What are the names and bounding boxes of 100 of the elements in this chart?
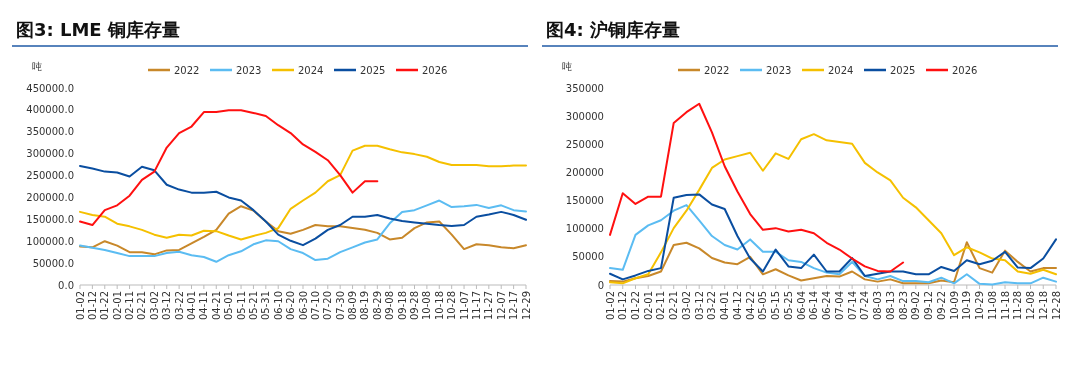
x-tick-label: 09-02	[910, 291, 922, 321]
line-series	[79, 164, 527, 247]
x-tick-label: 07-10	[309, 291, 321, 321]
x-tick-label: 03-02	[680, 291, 692, 321]
y-tick-label: 350000	[565, 82, 604, 94]
x-tick-label: 08-13	[884, 291, 896, 321]
y-tick-label: 50000	[572, 251, 604, 263]
line-series	[609, 204, 1057, 286]
x-tick-label: 05-31	[260, 291, 272, 321]
x-tick-label: 01-02	[74, 291, 86, 321]
y-tick-label: 250000.0	[26, 170, 74, 182]
x-tick-label: 08-23	[897, 291, 909, 321]
legend-label: 2024	[828, 64, 854, 76]
y-tick-label: 250000	[565, 138, 604, 150]
x-tick-label: 10-08	[421, 291, 433, 321]
y-axis-title: 吨	[32, 61, 42, 72]
x-tick-label: 01-12	[617, 291, 629, 321]
x-tick-label: 03-22	[173, 291, 185, 321]
x-tick-label: 04-01	[186, 291, 197, 321]
x-tick-label: 09-08	[384, 291, 396, 321]
x-tick-label: 05-01	[223, 291, 235, 321]
x-tick-label: 11-28	[1012, 291, 1024, 321]
y-tick-label: 0.0	[58, 279, 74, 291]
x-tick-label: 12-28	[1050, 291, 1062, 321]
x-tick-label: 09-22	[935, 291, 947, 321]
x-tick-label: 09-28	[409, 291, 420, 321]
legend-label: 2024	[298, 64, 324, 76]
x-tick-label: 09-12	[923, 291, 935, 321]
line-series	[79, 199, 527, 263]
y-tick-label: 300000	[565, 110, 604, 122]
y-tick-label: 200000	[565, 166, 604, 178]
x-tick-label: 02-21	[136, 291, 148, 321]
chart-title: 图4: 沪铜库存量	[546, 19, 680, 40]
line-series	[79, 144, 527, 241]
x-tick-label: 05-05	[757, 291, 769, 321]
x-tick-label: 01-12	[86, 291, 98, 321]
y-tick-label: 200000.0	[26, 191, 74, 203]
line-series	[79, 205, 527, 256]
x-tick-label: 06-20	[285, 291, 297, 321]
x-tick-label: 07-30	[334, 291, 346, 321]
y-tick-label: 100000.0	[26, 235, 74, 247]
x-tick-label: 02-21	[668, 291, 680, 321]
x-tick-label: 04-01	[719, 291, 731, 321]
x-tick-label: 05-15	[770, 291, 782, 321]
x-tick-label: 08-19	[359, 291, 371, 321]
y-tick-label: 0	[597, 279, 604, 291]
legend-label: 2022	[704, 64, 730, 76]
x-tick-label: 09-18	[396, 291, 408, 321]
x-tick-label: 12-07	[495, 291, 507, 321]
x-tick-label: 05-21	[247, 291, 259, 321]
chart-title: 图3: LME 铜库存量	[16, 19, 180, 40]
x-tick-label: 12-17	[508, 291, 520, 321]
x-tick-label: 10-19	[961, 291, 973, 321]
y-tick-label: 100000	[565, 223, 604, 235]
x-tick-label: 06-30	[297, 291, 309, 321]
x-tick-label: 01-22	[629, 291, 641, 321]
legend-label: 2025	[360, 64, 386, 76]
x-tick-label: 11-18	[999, 291, 1011, 321]
x-tick-label: 02-11	[124, 291, 136, 321]
x-tick-label: 04-11	[198, 291, 210, 321]
x-tick-label: 05-11	[235, 291, 247, 321]
x-tick-label: 04-12	[731, 291, 743, 321]
line-series	[609, 102, 905, 273]
legend-label: 2023	[766, 64, 792, 76]
y-tick-label: 150000.0	[26, 213, 74, 225]
x-tick-label: 11-27	[483, 291, 495, 321]
x-tick-label: 12-08	[1025, 291, 1037, 321]
x-tick-label: 12-29	[520, 291, 532, 321]
x-tick-label: 01-02	[604, 291, 616, 321]
x-tick-label: 08-03	[872, 291, 884, 321]
y-tick-label: 350000.0	[26, 126, 74, 138]
x-tick-label: 06-14	[808, 291, 820, 321]
x-tick-label: 03-12	[693, 291, 705, 321]
x-tick-label: 04-21	[210, 291, 222, 321]
y-tick-label: 50000.0	[32, 257, 74, 269]
legend-label: 2026	[422, 64, 448, 76]
x-tick-label: 03-12	[161, 291, 173, 321]
x-tick-label: 07-20	[322, 291, 334, 321]
x-tick-label: 10-18	[433, 291, 445, 321]
line-series	[79, 109, 379, 227]
x-tick-label: 11-07	[458, 291, 470, 321]
legend-label: 2026	[952, 64, 978, 76]
x-tick-label: 10-09	[948, 291, 960, 321]
x-tick-label: 12-18	[1037, 291, 1049, 321]
x-tick-label: 02-01	[642, 291, 654, 321]
x-tick-label: 01-22	[99, 291, 111, 321]
x-tick-label: 03-22	[706, 291, 718, 321]
x-tick-label: 11-17	[470, 291, 482, 321]
x-tick-label: 11-08	[986, 291, 998, 321]
x-tick-label: 06-04	[795, 291, 807, 321]
x-tick-label: 08-29	[371, 291, 383, 321]
x-tick-label: 04-22	[744, 291, 756, 321]
x-tick-label: 10-28	[446, 291, 458, 321]
y-axis-title: 吨	[562, 61, 572, 72]
x-tick-label: 07-14	[846, 291, 858, 321]
y-tick-label: 300000.0	[26, 148, 74, 160]
x-tick-label: 03-02	[148, 291, 160, 321]
x-tick-label: 02-11	[655, 291, 667, 321]
legend-label: 2023	[236, 64, 262, 76]
x-tick-label: 07-24	[859, 291, 871, 321]
